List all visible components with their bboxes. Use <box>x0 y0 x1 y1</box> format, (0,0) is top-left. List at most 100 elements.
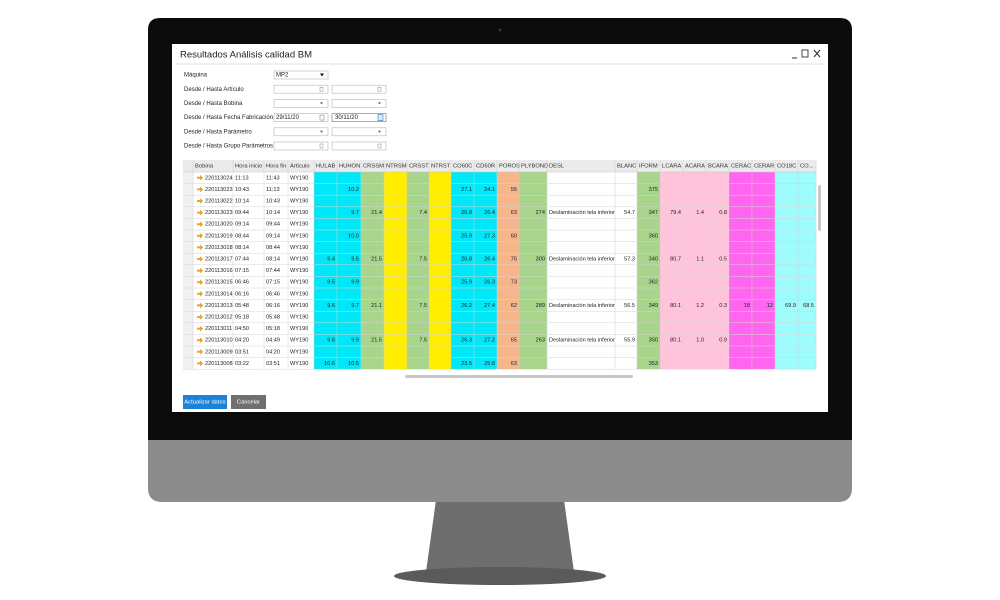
table-cell: 25.9 <box>461 233 472 239</box>
from-input[interactable] <box>273 84 329 94</box>
table-cell: 7.5 <box>419 303 427 309</box>
from-input[interactable] <box>273 113 329 122</box>
monitor-neck <box>426 500 574 572</box>
row-link-arrow[interactable] <box>197 175 204 181</box>
table-cell: 09:14 <box>235 222 249 228</box>
to-input[interactable] <box>331 127 387 137</box>
row-link-arrow[interactable] <box>197 186 204 193</box>
table-cell: WY190 <box>290 326 308 332</box>
table-cell: 68.5 <box>803 303 814 309</box>
table-cell: WY190 <box>290 222 308 228</box>
row-link-arrow[interactable] <box>197 302 204 309</box>
column-fill <box>314 172 337 370</box>
table-cell: 7.5 <box>419 338 427 344</box>
row-link-arrow[interactable] <box>197 244 204 251</box>
field-label: Desde / Hasta Grupo Parámetros <box>184 144 273 150</box>
dropdown-icon <box>320 73 324 77</box>
table-cell: 23.5 <box>461 361 472 367</box>
column-fill <box>233 172 264 370</box>
table-cell: 1.1 <box>696 256 704 262</box>
table-cell: 55 <box>511 187 517 193</box>
bobina-cell: 220113022 <box>205 198 233 204</box>
table-cell: 353 <box>649 361 658 367</box>
close-button[interactable] <box>813 49 821 58</box>
row-link-arrow[interactable] <box>197 325 204 332</box>
table-cell: 0.5 <box>719 256 727 262</box>
table-cell: 1.2 <box>696 303 704 309</box>
table-cell: 11:43 <box>266 175 280 181</box>
table-cell: 03:51 <box>266 361 280 367</box>
bobina-cell: 220113011 <box>205 326 232 332</box>
column-fill <box>264 172 288 370</box>
row-link-arrow[interactable] <box>197 349 204 355</box>
table-cell: Deslaminación tela inferior <box>549 210 615 216</box>
maximize-button[interactable] <box>801 49 809 58</box>
table-cell: 12 <box>767 303 773 309</box>
table-cell: 11:13 <box>235 175 249 181</box>
row-link-arrow[interactable] <box>197 314 204 320</box>
to-input[interactable] <box>331 141 387 151</box>
table-cell: 06:46 <box>266 291 280 297</box>
update-button-label[interactable]: Actualizar datos <box>184 400 225 406</box>
table-cell: 360 <box>649 233 658 239</box>
row-link-arrow[interactable] <box>197 209 204 216</box>
table-cell: 300 <box>536 256 545 262</box>
cancel-button[interactable] <box>231 395 266 409</box>
table-cell: WY190 <box>290 187 308 193</box>
column-fill <box>752 172 775 370</box>
table-cell: WY190 <box>290 175 308 181</box>
vertical-scrollbar[interactable] <box>818 185 821 231</box>
to-input[interactable] <box>331 84 387 94</box>
table-cell: 05:18 <box>266 326 280 332</box>
row-link-arrow[interactable] <box>197 198 204 204</box>
table-cell: 69.9 <box>785 303 796 309</box>
row-link-arrow[interactable] <box>197 360 204 367</box>
row-link-arrow[interactable] <box>197 256 204 262</box>
bobina-cell: 220113009 <box>205 349 233 355</box>
column-header: CRSST <box>409 164 429 170</box>
table-cell: 26.8 <box>461 210 472 216</box>
to-input[interactable] <box>331 99 387 108</box>
table-cell: 26.4 <box>484 210 495 216</box>
row-link-arrow[interactable] <box>197 291 204 297</box>
table-cell: 9.9 <box>351 338 359 344</box>
column-header: NTRSM <box>386 164 407 170</box>
table-cell: 21.5 <box>371 256 382 262</box>
column-fill <box>729 172 752 370</box>
table-cell: 08:44 <box>235 233 249 239</box>
table-cell: 10.6 <box>324 361 335 367</box>
row-link-arrow[interactable] <box>197 267 204 274</box>
from-input[interactable] <box>273 99 329 108</box>
row-link-arrow[interactable] <box>197 337 204 343</box>
table-cell: Deslaminación tela inferior <box>549 338 615 344</box>
table-cell: 04:20 <box>235 338 249 344</box>
row-link-arrow[interactable] <box>197 221 204 227</box>
table-cell: 54.7 <box>624 210 635 216</box>
table-cell: 0.8 <box>719 210 727 216</box>
cancel-button-label[interactable]: Cancelar <box>237 400 260 406</box>
table-cell: WY190 <box>290 280 308 286</box>
machine-combo[interactable] <box>273 70 329 80</box>
table-cell: 04:49 <box>266 338 280 344</box>
table-cell: 79.4 <box>670 210 681 216</box>
column-header: ACARA <box>685 164 705 170</box>
column-header: CERAC <box>731 164 751 170</box>
table-cell: 03:51 <box>235 349 249 355</box>
horizontal-scrollbar[interactable] <box>405 375 633 378</box>
table-cell: 80.1 <box>670 303 681 309</box>
bobina-cell: 220113008 <box>205 361 233 367</box>
from-input[interactable] <box>273 141 329 151</box>
update-button[interactable] <box>183 395 227 409</box>
table-cell: 10:43 <box>266 198 280 204</box>
column-header: DESL <box>549 164 565 170</box>
table-cell: 06:46 <box>235 280 249 286</box>
picker-icon <box>377 86 382 92</box>
bobina-cell: 220113010 <box>205 338 233 344</box>
from-input[interactable] <box>273 127 329 137</box>
row-link-arrow[interactable] <box>197 233 204 239</box>
row-link-arrow[interactable] <box>197 279 204 285</box>
table-cell: 10.5 <box>348 361 359 367</box>
table-cell: 57.3 <box>624 256 635 262</box>
table-cell: 07:15 <box>235 268 249 274</box>
